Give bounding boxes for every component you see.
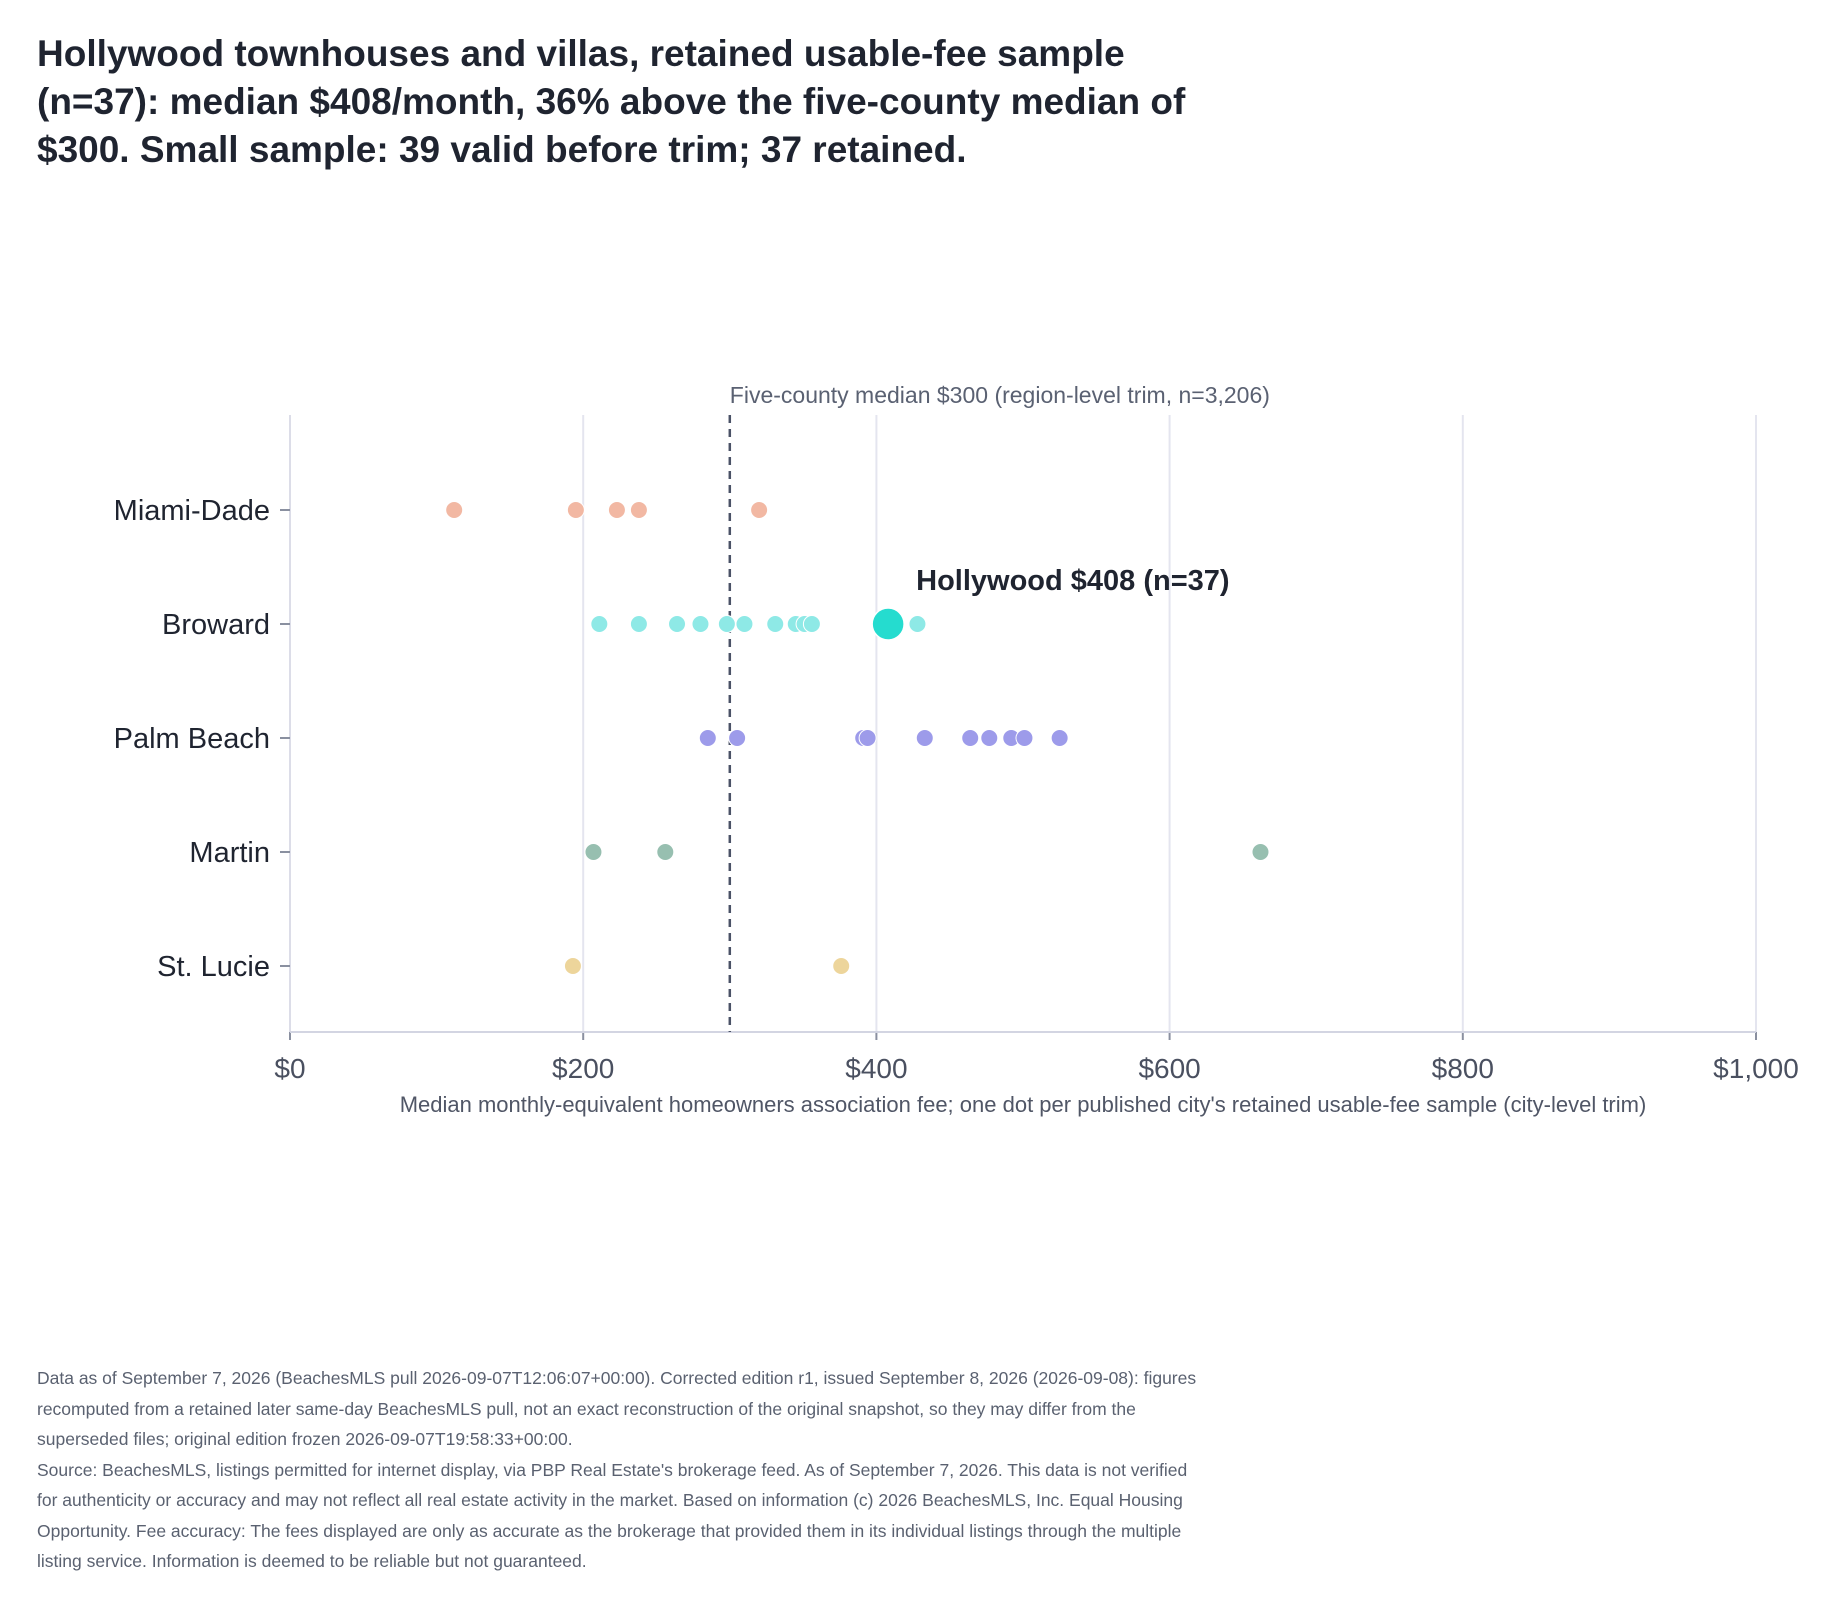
data-point xyxy=(1015,729,1034,747)
x-tick-label: $0 xyxy=(274,1053,305,1084)
y-tick-label: Martin xyxy=(189,837,270,869)
gridlines xyxy=(289,415,1757,1032)
data-point xyxy=(858,729,877,747)
x-axis-title: Median monthly-equivalent homeowners ass… xyxy=(400,1092,1647,1117)
reference-line-group: Five-county median $300 (region-level tr… xyxy=(728,382,1270,1032)
data-point xyxy=(584,843,603,861)
x-tick-label: $800 xyxy=(1432,1053,1494,1084)
data-point xyxy=(735,615,754,633)
footnote-line: Opportunity. Fee accuracy: The fees disp… xyxy=(37,1520,1182,1541)
data-point xyxy=(832,957,851,975)
footnote-line: Source: BeachesMLS, listings permitted f… xyxy=(37,1459,1188,1480)
data-point xyxy=(980,729,999,747)
data-point xyxy=(728,729,747,747)
data-point xyxy=(961,729,980,747)
data-point xyxy=(915,729,934,747)
x-tick-label: $400 xyxy=(845,1053,907,1084)
footnote-line: Data as of September 7, 2026 (BeachesMLS… xyxy=(37,1368,1197,1388)
y-tick-label: Broward xyxy=(162,609,270,641)
y-tick-label: St. Lucie xyxy=(157,951,270,983)
dot-plot: $0 $200 $400 $600 $800 $1,000 Miami-Dade Browar… xyxy=(114,382,1799,1117)
data-point xyxy=(717,615,736,633)
data-point xyxy=(766,615,785,633)
title-line: $300. Small sample: 39 valid before trim… xyxy=(37,129,967,170)
data-point xyxy=(629,615,648,633)
chart-title: Hollywood townhouses and villas, retaine… xyxy=(37,30,1337,174)
data-point xyxy=(668,615,687,633)
footnote-line: recomputed from a retained later same-da… xyxy=(37,1398,1136,1419)
highlight-label: Hollywood $408 (n=37) xyxy=(916,565,1229,597)
title-line: Hollywood townhouses and villas, retaine… xyxy=(37,33,1125,74)
data-point xyxy=(629,501,648,519)
data-point xyxy=(1251,843,1270,861)
data-point xyxy=(607,501,626,519)
data-point xyxy=(698,729,717,747)
footnote: Data as of September 7, 2026 (BeachesMLS… xyxy=(37,1363,1417,1577)
data-point xyxy=(590,615,609,633)
data-points xyxy=(445,501,1270,975)
data-point xyxy=(750,501,769,519)
highlight-point xyxy=(871,607,905,641)
data-point xyxy=(656,843,675,861)
data-point xyxy=(802,615,821,633)
title-line: (n=37): median $408/month, 36% above the… xyxy=(37,81,1186,122)
footnote-line: for authenticity or accuracy and may not… xyxy=(37,1490,1183,1510)
labels: Hollywood $408 (n=37) xyxy=(916,565,1229,597)
data-point xyxy=(691,615,710,633)
footnote-line: listing service. Information is deemed t… xyxy=(37,1551,587,1571)
y-tick-label: Palm Beach xyxy=(114,723,270,755)
data-point xyxy=(445,501,464,519)
data-point xyxy=(908,615,927,633)
x-tick-label: $1,000 xyxy=(1713,1053,1799,1084)
axes: $0 $200 $400 $600 $800 $1,000 Miami-Dade Browar… xyxy=(114,415,1799,1117)
data-point xyxy=(1050,729,1069,747)
y-tick-label: Miami-Dade xyxy=(114,495,270,527)
footnote-line: superseded files; original edition froze… xyxy=(37,1429,573,1449)
x-tick-label: $600 xyxy=(1138,1053,1200,1084)
data-point xyxy=(563,957,582,975)
x-tick-label: $200 xyxy=(552,1053,614,1084)
data-point xyxy=(566,501,585,519)
five-county-median-label: Five-county median $300 (region-level tr… xyxy=(730,382,1270,408)
